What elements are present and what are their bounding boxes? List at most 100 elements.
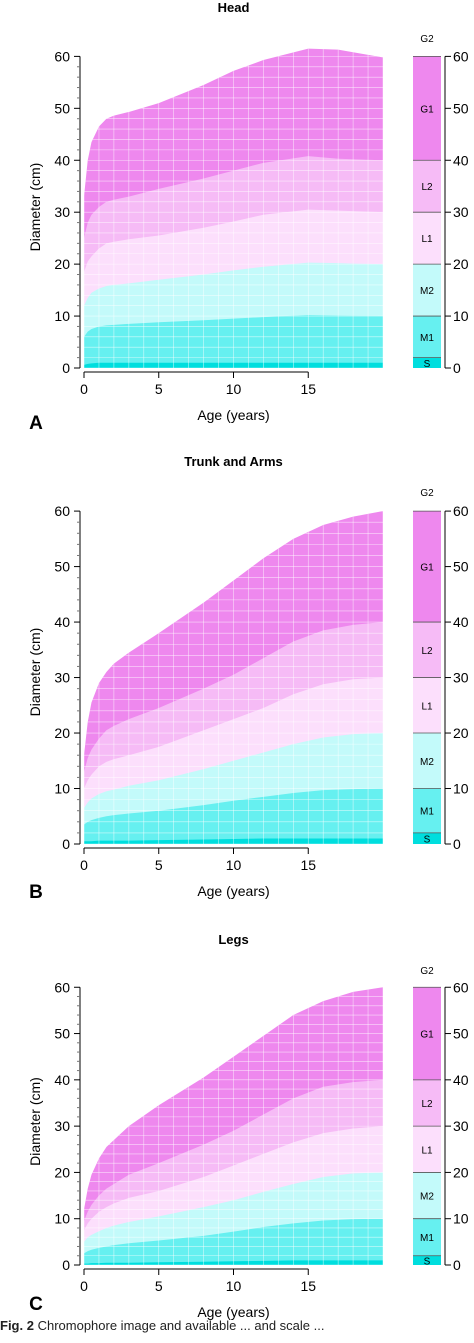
legend-axis-label: 20 [453, 1164, 469, 1180]
legend-axis-label: 20 [453, 725, 469, 741]
y-axis-label: Diameter (cm) [27, 1077, 43, 1166]
legend-label: S [424, 1256, 431, 1267]
legend-swatch-g1 [413, 56, 441, 161]
x-tick-label: 0 [80, 857, 88, 873]
grid [84, 48, 383, 368]
y-tick-label: 10 [54, 781, 70, 797]
y-tick-label: 30 [54, 1118, 70, 1134]
legend-axis-label: 30 [453, 204, 469, 220]
legend-label: G1 [420, 1030, 434, 1041]
chart-title: Trunk and Arms [184, 454, 282, 469]
legend-swatch-l2 [413, 1079, 441, 1127]
y-tick-label: 50 [54, 100, 70, 116]
x-tick-label: 15 [300, 1278, 316, 1294]
x-axis-label: Age (years) [197, 883, 269, 899]
legend-label: M2 [420, 1192, 434, 1203]
chart-title: Head [218, 0, 250, 15]
panel-letter: C [29, 1294, 43, 1315]
x-tick-label: 10 [226, 1278, 242, 1294]
legend-swatch-m2 [413, 264, 441, 317]
x-tick-label: 10 [226, 381, 242, 397]
legend-swatch-s [413, 832, 441, 844]
legend-swatch-g2 [413, 46, 441, 57]
figure-caption-label: Fig. 2 [0, 1318, 34, 1333]
legend-label: S [424, 359, 431, 370]
x-tick-label: 10 [226, 857, 242, 873]
legend-axis-label: 0 [453, 836, 461, 852]
x-axis-label: Age (years) [197, 1304, 269, 1320]
y-tick-label: 0 [62, 360, 70, 376]
legend-label: L2 [421, 1099, 433, 1110]
legend-label: M2 [420, 757, 434, 768]
legend-axis-label: 10 [453, 781, 469, 797]
grade-legend: G2 G1 L2 L1 M2 M1 S 0 10 20 30 40 50 60 [413, 488, 469, 852]
legend-axis-label: 0 [453, 1257, 461, 1273]
legend-label: M1 [420, 333, 434, 344]
chart-title: Legs [218, 932, 248, 947]
legend-swatch-s [413, 357, 441, 368]
legend-label: M2 [420, 286, 434, 297]
y-tick-label: 40 [54, 1072, 70, 1088]
y-tick-label: 0 [62, 836, 70, 852]
legend-swatch-g2 [413, 978, 441, 988]
legend-swatch-l1 [413, 212, 441, 265]
y-axis-label: Diameter (cm) [27, 163, 43, 252]
legend-axis-label: 60 [453, 503, 469, 519]
legend-swatch-m1 [413, 1218, 441, 1256]
legend-axis-label: 0 [453, 360, 461, 376]
y-axis-label: Diameter (cm) [27, 628, 43, 717]
y-tick-label: 10 [54, 308, 70, 324]
legend-swatch-g1 [413, 987, 441, 1080]
y-tick-label: 60 [54, 979, 70, 995]
y-tick-label: 60 [54, 48, 70, 64]
y-tick-label: 60 [54, 503, 70, 519]
legend-label: L1 [421, 701, 433, 712]
chart-panel-a: 0 10 20 30 40 50 60 0 5 10 15 Head Age (years) Diamet… [27, 0, 469, 434]
legend-axis-label: 50 [453, 559, 469, 575]
legend-swatch-m2 [413, 1172, 441, 1219]
chart-panel-c: 0 10 20 30 40 50 60 0 5 10 15 Legs Age (years) Diamet… [27, 932, 469, 1320]
x-tick-label: 5 [155, 381, 163, 397]
legend-axis-label: 20 [453, 256, 469, 272]
legend-swatch-g1 [413, 511, 441, 623]
legend-swatch-m2 [413, 733, 441, 789]
legend-swatch-s [413, 1255, 441, 1265]
legend-axis-label: 30 [453, 670, 469, 686]
legend-swatch-l2 [413, 160, 441, 213]
x-tick-label: 5 [155, 857, 163, 873]
legend-axis-label: 60 [453, 979, 469, 995]
panel-letter: A [29, 413, 43, 434]
legend-axis-label: 10 [453, 1211, 469, 1227]
x-axis-label: Age (years) [197, 407, 269, 423]
legend-swatch-m1 [413, 788, 441, 833]
x-tick-label: 15 [300, 381, 316, 397]
legend-axis-label: 50 [453, 100, 469, 116]
x-tick-label: 0 [80, 1278, 88, 1294]
legend-axis-label: 40 [453, 152, 469, 168]
grid [84, 987, 383, 1265]
x-tick-label: 5 [155, 1278, 163, 1294]
legend-axis-label: 30 [453, 1118, 469, 1134]
legend-axis-label: 10 [453, 308, 469, 324]
grade-legend: G2 G1 L2 L1 M2 M1 S 0 10 20 30 40 50 60 [413, 966, 469, 1273]
legend-label: G1 [420, 563, 434, 574]
legend-axis-label: 40 [453, 1072, 469, 1088]
legend-swatch-g2 [413, 500, 441, 512]
x-tick-label: 15 [300, 857, 316, 873]
y-tick-label: 10 [54, 1211, 70, 1227]
legend-label: L2 [421, 646, 433, 657]
grade-legend: G2 G1 L2 L1 M2 M1 S 0 10 20 30 40 50 60 [413, 34, 469, 376]
legend-label: M1 [420, 807, 434, 818]
x-tick-label: 0 [80, 381, 88, 397]
legend-swatch-m1 [413, 316, 441, 358]
legend-label: L1 [421, 1145, 433, 1156]
legend-swatch-l2 [413, 622, 441, 678]
grid [84, 511, 383, 844]
y-tick-label: 40 [54, 614, 70, 630]
legend-label: G2 [420, 34, 434, 45]
legend-label: M1 [420, 1233, 434, 1244]
figure-caption: Fig. 2 Chromophore image and available .… [0, 1318, 324, 1333]
y-tick-label: 20 [54, 725, 70, 741]
legend-label: L2 [421, 182, 433, 193]
